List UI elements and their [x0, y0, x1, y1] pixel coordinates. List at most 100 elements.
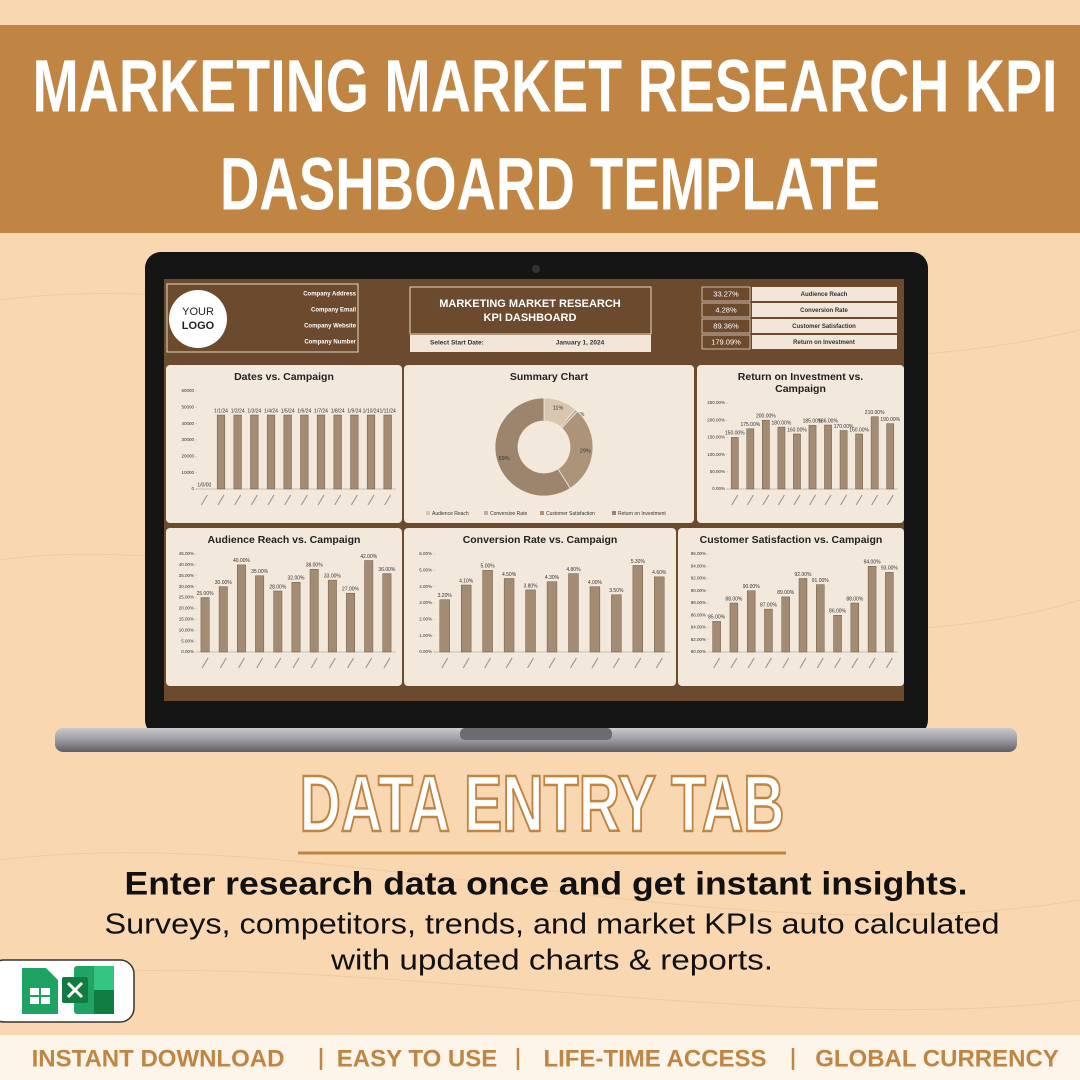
y-tick-label: 5.00% — [181, 638, 194, 643]
data-label: 32.00% — [288, 576, 306, 582]
x-label-stub — [655, 657, 663, 669]
legend-swatch — [612, 511, 616, 515]
data-label: 185.00% — [803, 419, 823, 425]
bar — [439, 599, 450, 653]
data-label: 3.20% — [438, 593, 453, 599]
bar — [291, 582, 301, 653]
y-tick-label: 10.00% — [179, 627, 194, 632]
y-tick-label: 40.00% — [179, 562, 194, 567]
bar — [316, 414, 326, 490]
company-field: Company Address — [303, 292, 356, 298]
data-label: 27.00% — [342, 587, 360, 593]
bar — [300, 414, 309, 490]
logo-text: YOUR — [182, 306, 214, 318]
laptop-notch — [460, 728, 612, 740]
bar — [764, 608, 773, 653]
x-label-stub — [267, 494, 275, 506]
bar — [283, 414, 292, 490]
y-tick-label: 96.00% — [691, 551, 706, 556]
dashboard-title-box — [409, 286, 652, 335]
bar — [886, 423, 895, 490]
data-label: 1/7/24 — [314, 408, 328, 414]
dashboard-title: KPI DASHBOARD — [484, 312, 577, 324]
kpi-value: 179.09% — [711, 337, 741, 346]
bar — [216, 414, 226, 490]
start-date: January 1, 2024 — [556, 340, 605, 347]
company-field: Company Website — [304, 324, 357, 330]
x-label-stub — [886, 494, 894, 506]
legend-label: Conversion Rate — [490, 511, 527, 517]
x-label-stub — [237, 657, 245, 669]
chart-title: Summary Chart — [510, 371, 589, 383]
y-tick-label: 100.00% — [707, 452, 725, 457]
bar — [273, 590, 283, 653]
data-label: 35.00% — [251, 569, 269, 575]
x-label-stub — [462, 657, 470, 669]
y-tick-label: 15.00% — [179, 617, 194, 622]
y-tick-label: 4.00% — [419, 584, 432, 589]
x-label-stub — [840, 494, 848, 506]
data-label: 28.00% — [269, 584, 287, 590]
footer-feature: EASY TO USE — [337, 1045, 498, 1072]
kpi-value-cell — [701, 318, 751, 334]
legend-swatch — [540, 511, 544, 515]
bar — [366, 414, 376, 490]
bar — [777, 426, 786, 490]
bar — [839, 430, 848, 490]
bar — [729, 602, 739, 653]
data-label: 160.00% — [849, 427, 869, 433]
company-field: Company Email — [311, 308, 356, 314]
data-label: 89.00% — [777, 590, 795, 596]
tagline: Enter research data once and get instant… — [125, 865, 968, 901]
bar — [218, 586, 228, 653]
y-tick-label: 88.00% — [691, 600, 706, 605]
x-label-stub — [591, 657, 599, 669]
bar — [730, 437, 739, 490]
x-label-stub — [300, 494, 308, 506]
data-label: 5.00% — [481, 564, 496, 570]
y-tick-label: 30000 — [181, 437, 194, 442]
date-row — [410, 335, 651, 352]
bar — [460, 584, 472, 653]
kpi-label-cell — [752, 303, 897, 317]
camera — [532, 265, 540, 273]
data-label: 200.00% — [756, 414, 776, 420]
x-label-stub — [746, 494, 754, 506]
x-label-stub — [824, 494, 832, 506]
bar — [867, 566, 877, 653]
data-label: 186.00% — [818, 418, 838, 424]
y-tick-label: 84.00% — [691, 625, 706, 630]
data-label: 1/6/24 — [297, 408, 311, 414]
y-tick-label: 20.00% — [179, 606, 194, 611]
footer-feature: GLOBAL CURRENCY — [815, 1045, 1059, 1072]
bar — [762, 419, 770, 490]
x-label-stub — [793, 494, 801, 506]
data-label: 30.00% — [215, 580, 233, 586]
company-field: Company Number — [304, 340, 356, 346]
bar — [233, 414, 242, 490]
bar — [482, 570, 493, 653]
x-label-stub — [868, 657, 876, 669]
data-label: 88.00% — [725, 596, 743, 602]
legend-label: Audience Reach — [432, 511, 469, 517]
excel-icon — [62, 966, 114, 1014]
bar — [333, 414, 342, 490]
bar — [654, 576, 665, 653]
x-label-stub — [885, 657, 893, 669]
bar — [568, 573, 579, 653]
y-tick-label: 0.00% — [181, 649, 194, 654]
bar — [589, 586, 601, 653]
kpi-label-cell — [752, 335, 897, 349]
y-tick-label: 92.00% — [691, 576, 706, 581]
y-tick-label: 30.00% — [179, 584, 194, 589]
x-label-stub — [731, 494, 739, 506]
x-label-stub — [484, 657, 492, 669]
y-tick-label: 25.00% — [179, 595, 194, 600]
x-label-stub — [441, 657, 449, 669]
data-label: 36.00% — [378, 567, 396, 573]
bar — [746, 428, 755, 490]
logo — [169, 290, 227, 348]
y-tick-label: 10000 — [181, 470, 194, 475]
y-tick-label: 35.00% — [179, 573, 194, 578]
